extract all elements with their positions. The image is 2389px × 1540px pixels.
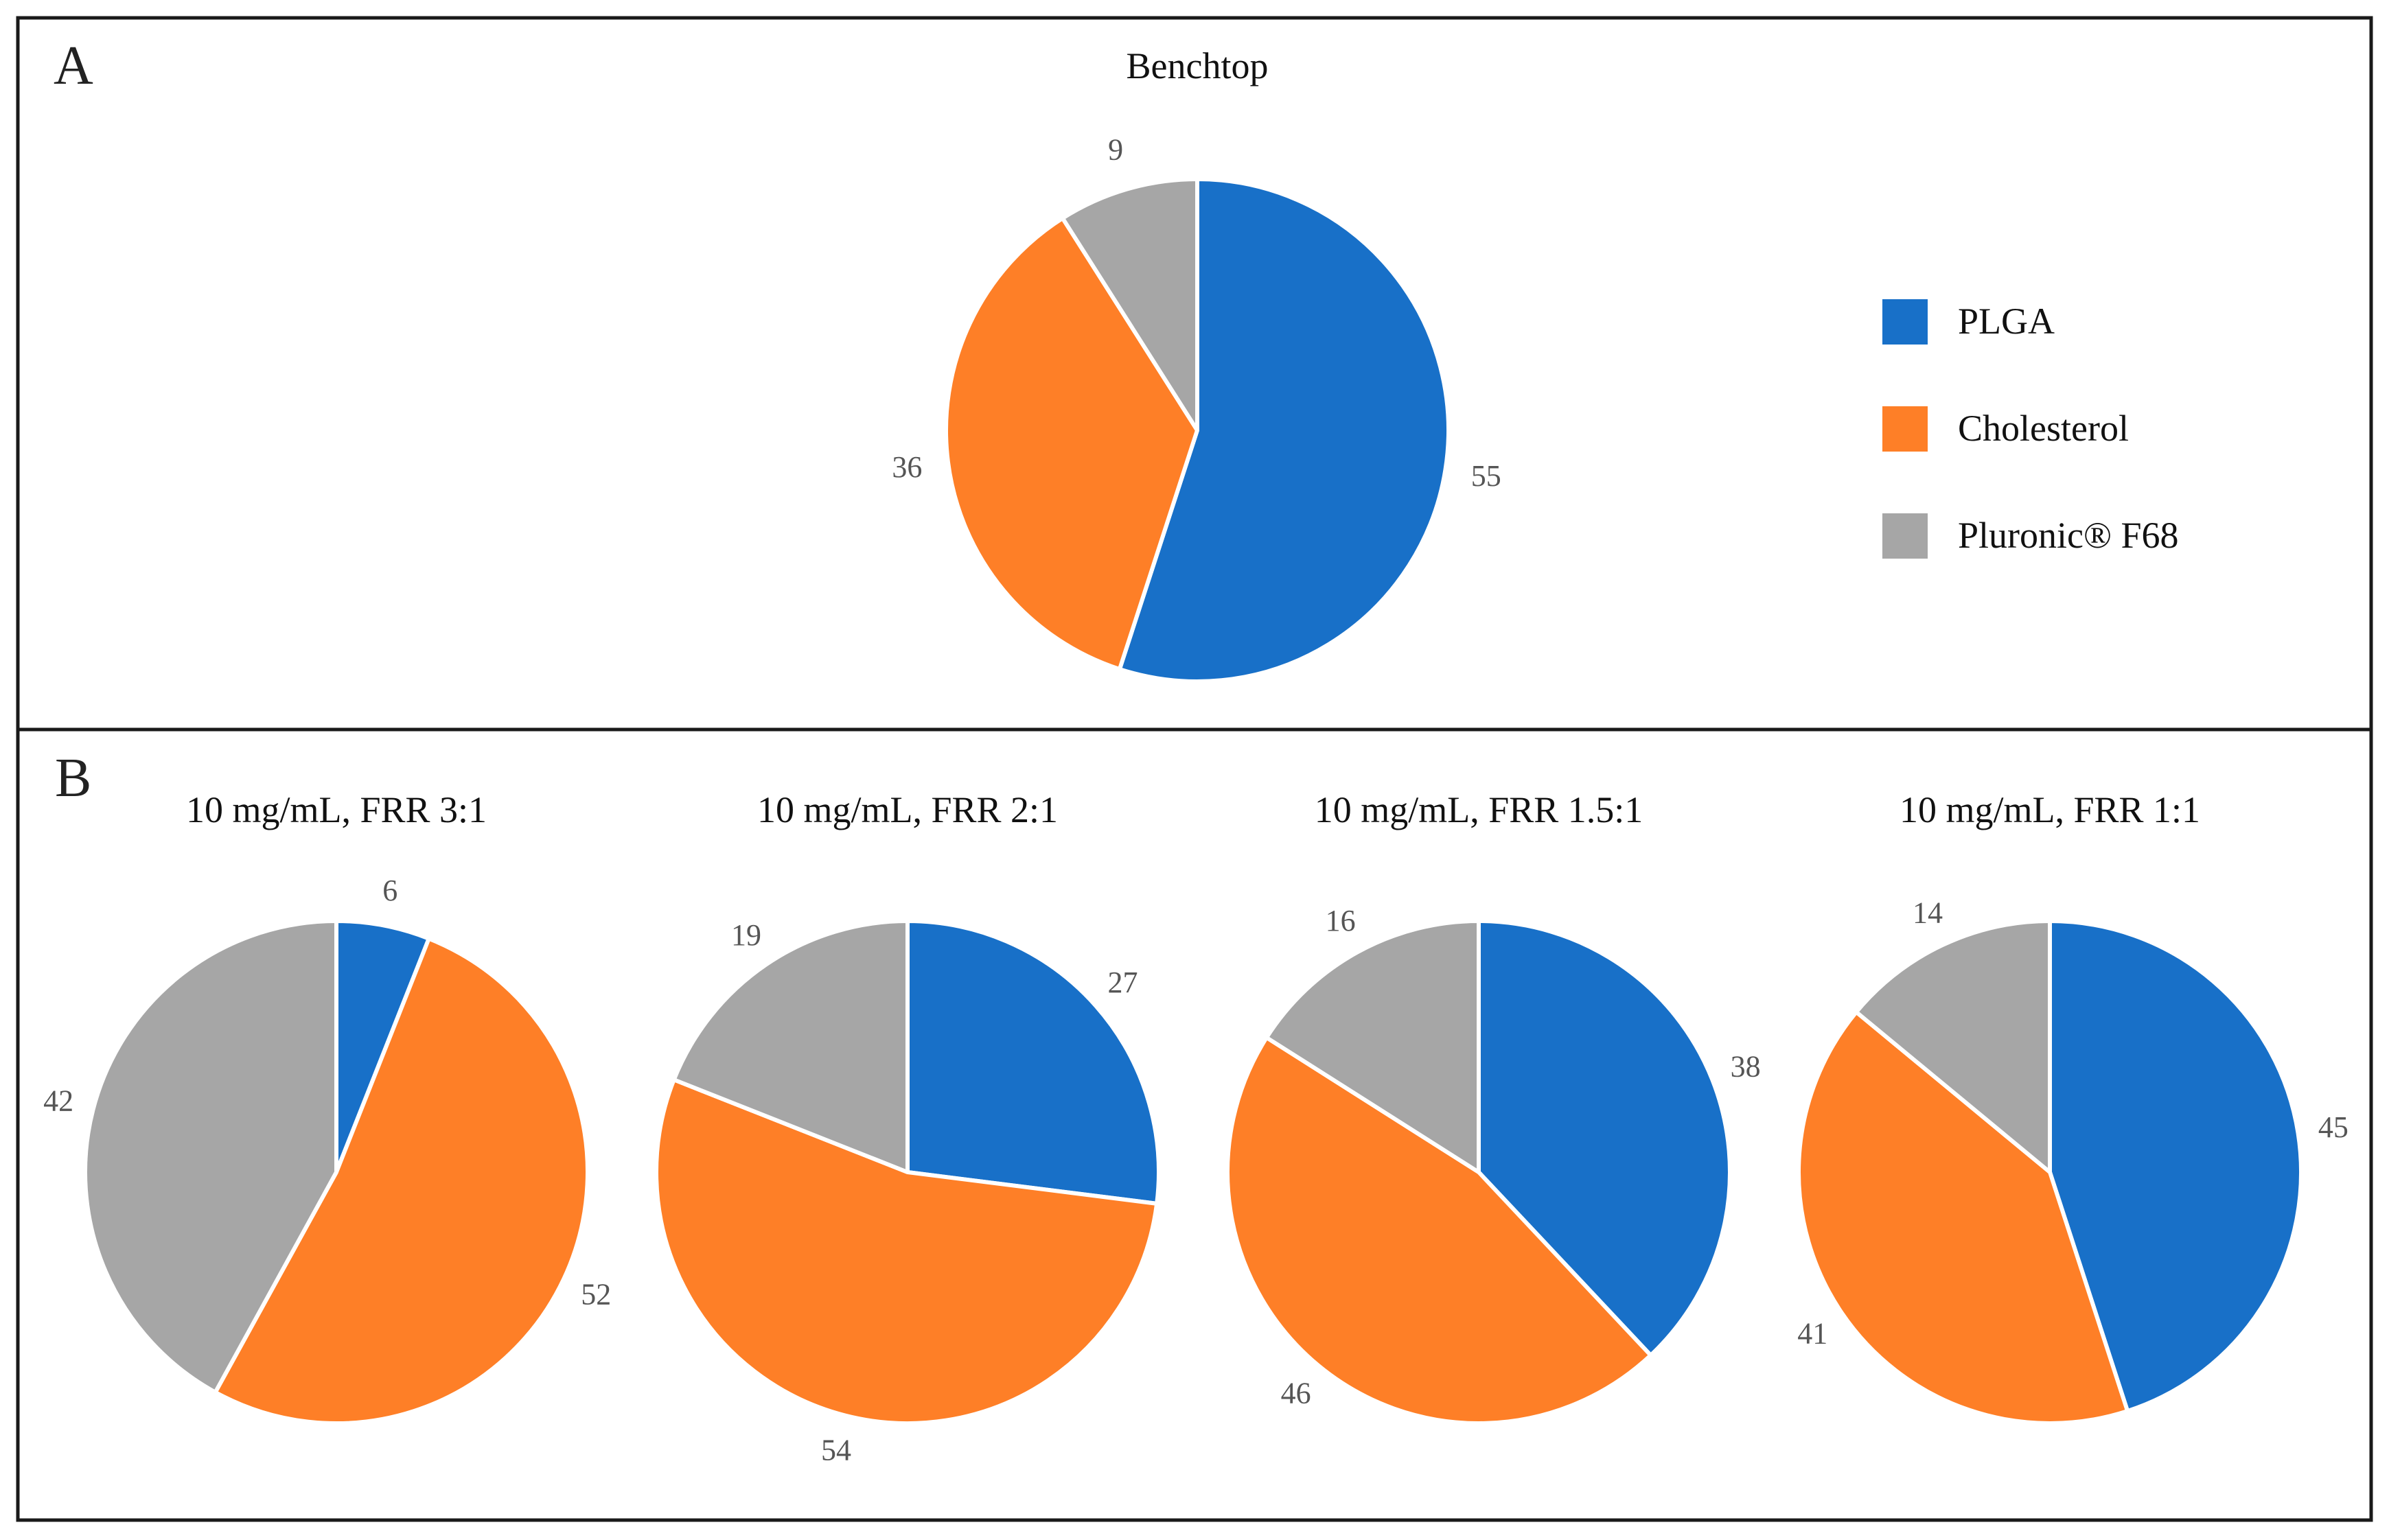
pie-chart-frr-3-1: 10 mg/mL, FRR 3:1 6 52 42: [43, 789, 611, 1425]
data-label-plga-10-mg-ml-frr-3-1: 6: [382, 874, 397, 907]
legend-swatch-cholesterol: [1882, 406, 1928, 452]
pie-slice-plga-10-mg-ml-frr-1-5-1: [1477, 919, 1732, 1357]
data-label-cholesterol-10-mg-ml-frr-2-1: 54: [821, 1433, 851, 1467]
panel-b-letter: B: [55, 748, 91, 808]
data-label-cholesterol-10-mg-ml-frr-1-1: 41: [1797, 1317, 1827, 1351]
data-label-pluronic-f68-10-mg-ml-frr-1-5-1: 16: [1326, 904, 1356, 937]
chart-title-frr-1-1: 10 mg/mL, FRR 1:1: [1900, 789, 2200, 830]
pie-slice-pluronic-f68-10-mg-ml-frr-1-1: [1854, 919, 2052, 1174]
pie-chart-frr-2-1: 10 mg/mL, FRR 2:1 27 54 19: [654, 789, 1161, 1467]
pie-slice-plga-benchtop: [1117, 177, 1451, 684]
chart-title-frr-3-1: 10 mg/mL, FRR 3:1: [186, 789, 487, 830]
data-label-pluronic-f68-10-mg-ml-frr-2-1: 19: [731, 918, 761, 952]
chart-title-frr-2-1: 10 mg/mL, FRR 2:1: [757, 789, 1058, 830]
data-label-cholesterol-benchtop: 36: [892, 450, 922, 484]
pie-slice-cholesterol-10-mg-ml-frr-1-5-1: [1225, 1035, 1653, 1425]
data-label-cholesterol-10-mg-ml-frr-3-1: 52: [581, 1278, 611, 1311]
legend: PLGA Cholesterol Pluronic® F68: [1882, 299, 2179, 559]
legend-label-plga: PLGA: [1958, 301, 2055, 342]
pie-slice-pluronic-f68-10-mg-ml-frr-1-5-1: [1264, 919, 1481, 1174]
data-label-plga-10-mg-ml-frr-2-1: 27: [1108, 966, 1138, 999]
pie-slice-plga-10-mg-ml-frr-1-1: [2048, 919, 2304, 1414]
data-label-pluronic-f68-10-mg-ml-frr-3-1: 42: [43, 1084, 73, 1118]
pie-slice-cholesterol-10-mg-ml-frr-3-1: [213, 936, 590, 1425]
data-label-plga-benchtop: 55: [1471, 459, 1501, 493]
chart-title-frr-1-5-1: 10 mg/mL, FRR 1.5:1: [1315, 789, 1643, 830]
data-label-pluronic-f68-10-mg-ml-frr-1-1: 14: [1913, 896, 1943, 929]
data-label-plga-10-mg-ml-frr-1-5-1: 38: [1731, 1050, 1761, 1084]
pie-slice-cholesterol-10-mg-ml-frr-2-1: [654, 1077, 1159, 1425]
pie-slice-pluronic-f68-10-mg-ml-frr-3-1: [83, 919, 338, 1395]
pie-slice-cholesterol-benchtop: [944, 215, 1199, 672]
panel-a-letter: A: [54, 36, 93, 96]
pie-slice-pluronic-f68-10-mg-ml-frr-2-1: [671, 919, 910, 1174]
pie-chart-frr-1-1: 10 mg/mL, FRR 1:1 45 41 14: [1796, 789, 2348, 1425]
legend-swatch-plga: [1882, 299, 1928, 345]
pie-slice-plga-10-mg-ml-frr-2-1: [905, 919, 1161, 1206]
data-label-cholesterol-10-mg-ml-frr-1-5-1: 46: [1281, 1377, 1311, 1410]
data-label-pluronic-f68-benchtop: 9: [1108, 132, 1123, 166]
chart-title-benchtop: Benchtop: [1127, 45, 1269, 86]
pie-chart-frr-1-5-1: 10 mg/mL, FRR 1.5:1 38 46 16: [1225, 789, 1761, 1425]
pie-slice-cholesterol-10-mg-ml-frr-1-1: [1796, 1010, 2130, 1425]
pie-chart-benchtop: Benchtop 55 36 9: [892, 45, 1501, 684]
legend-label-pluronic: Pluronic® F68: [1958, 515, 2179, 556]
legend-label-cholesterol: Cholesterol: [1958, 408, 2129, 449]
legend-swatch-pluronic: [1882, 513, 1928, 559]
panel-b-frame: [16, 727, 2373, 1522]
data-label-plga-10-mg-ml-frr-1-1: 45: [2318, 1110, 2348, 1144]
pie-slice-pluronic-f68-benchtop: [1060, 177, 1199, 432]
